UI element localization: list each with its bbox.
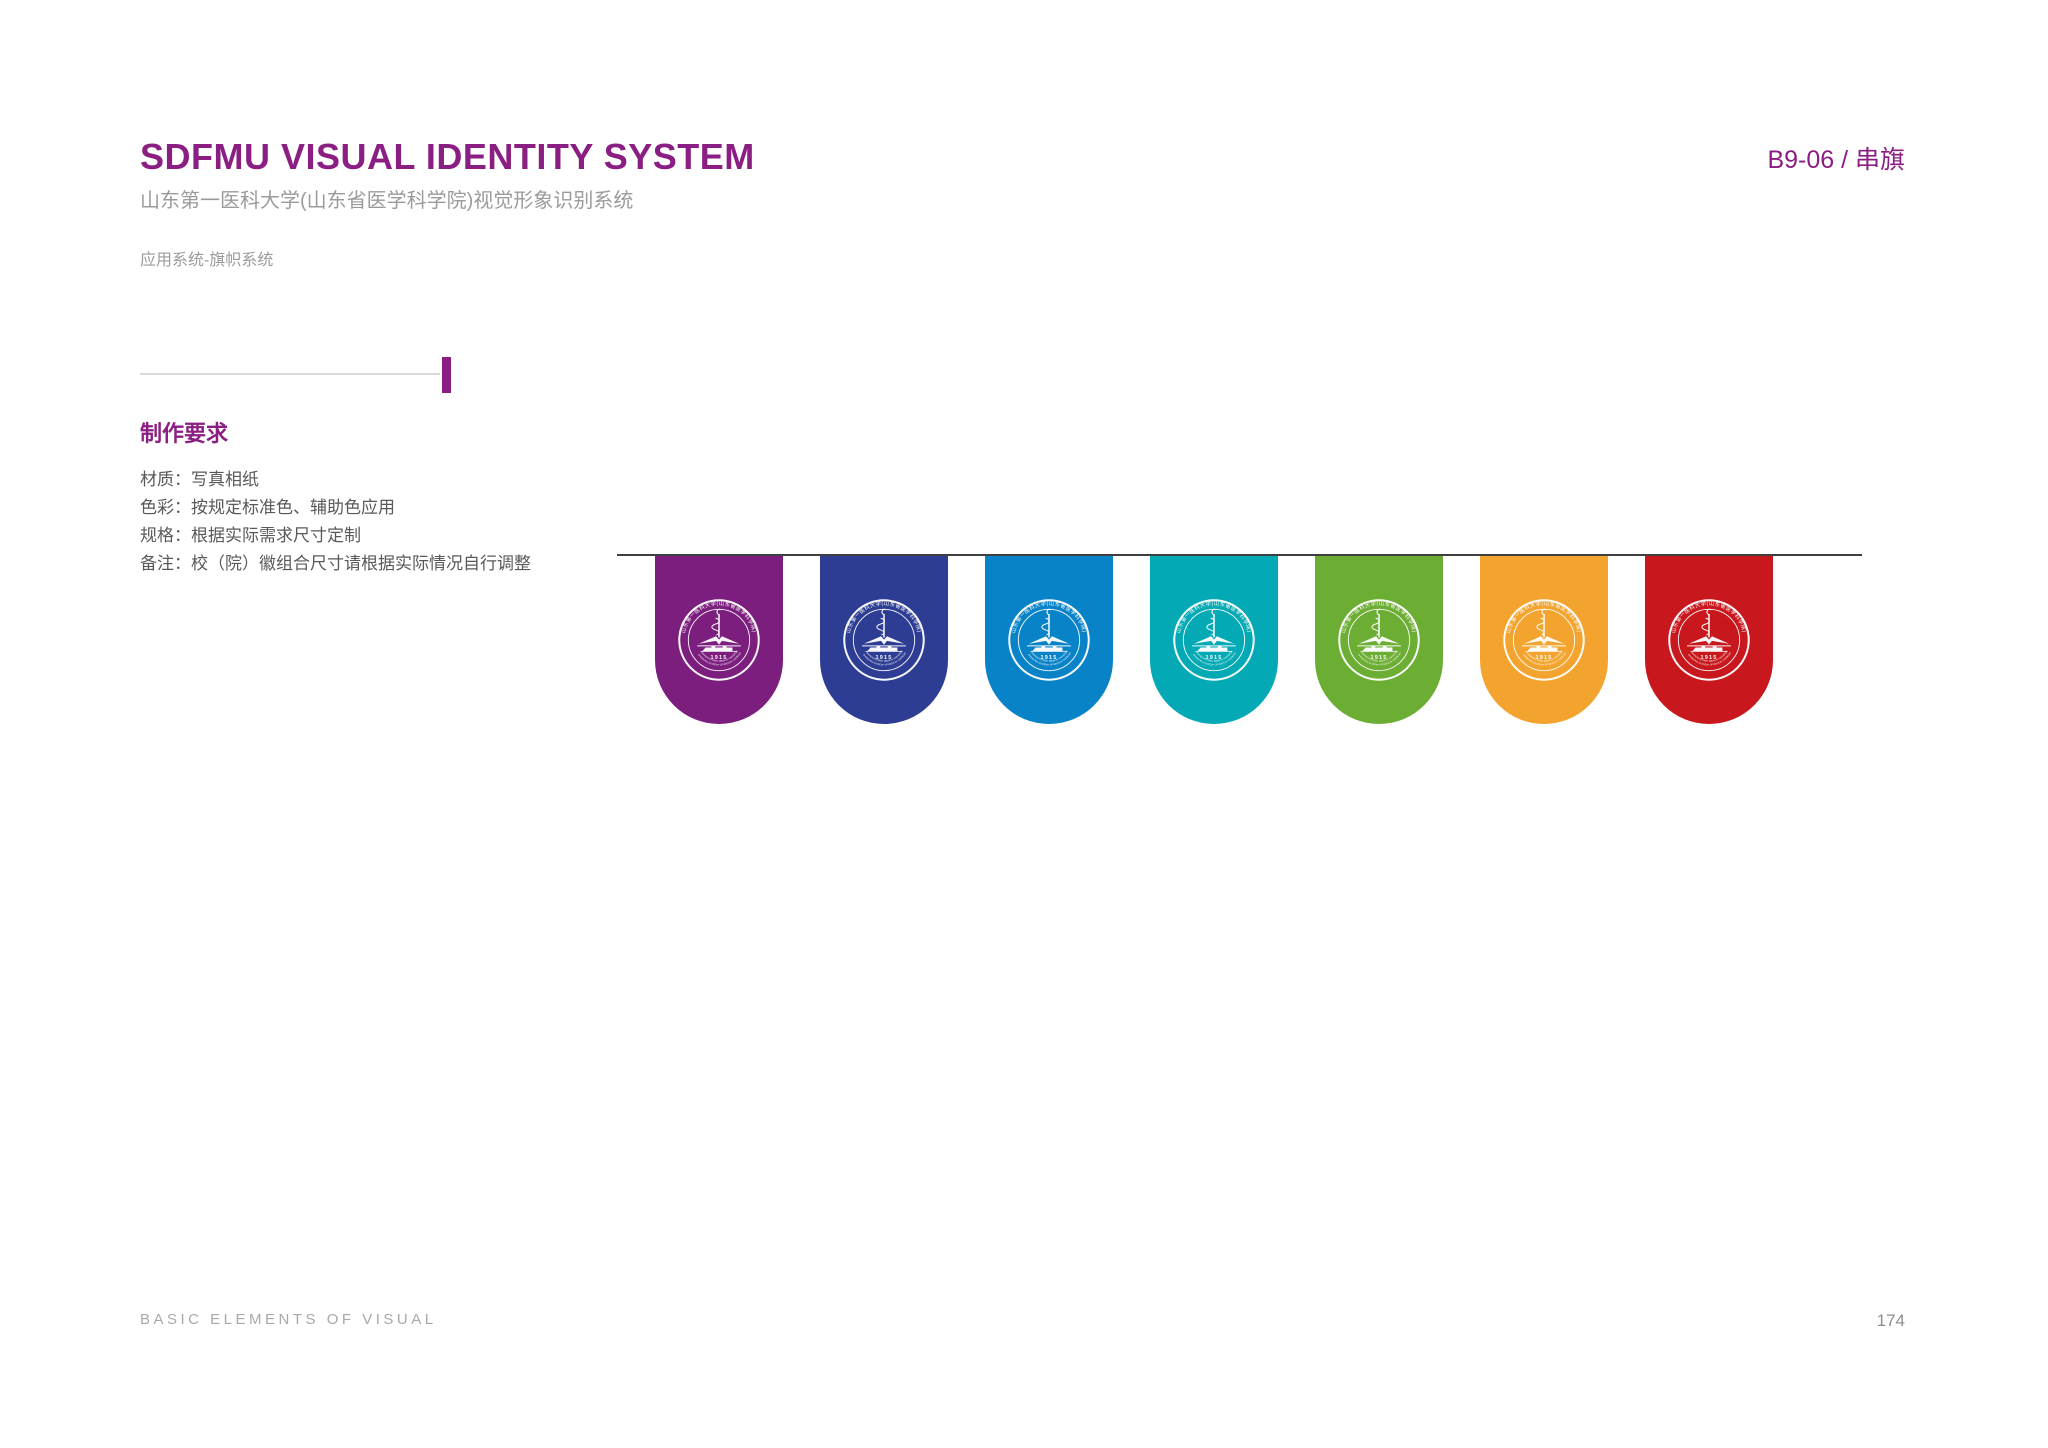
university-seal-icon: 山东第一医科大学(山东省医学科学院) 1915 SHANDONG FIRST M… — [842, 598, 925, 681]
university-seal-icon: 山东第一医科大学(山东省医学科学院) 1915 SHANDONG FIRST M… — [1502, 598, 1585, 681]
pennant-flag-teal: 山东第一医科大学(山东省医学科学院) 1915 SHANDONG FIRST M… — [1150, 556, 1278, 724]
pennant-flag-green: 山东第一医科大学(山东省医学科学院) 1915 SHANDONG FIRST M… — [1315, 556, 1443, 724]
svg-text:1915: 1915 — [1535, 655, 1552, 661]
page-number: 174 — [1876, 1311, 1905, 1330]
university-seal-icon: 山东第一医科大学(山东省医学科学院) 1915 SHANDONG FIRST M… — [1667, 598, 1750, 681]
footer-caption: BASIC ELEMENTS OF VISUAL — [140, 1311, 437, 1328]
section-label: 应用系统-旗帜系统 — [140, 252, 274, 269]
svg-text:1915: 1915 — [1370, 655, 1387, 661]
requirements-heading: 制作要求 — [140, 421, 229, 446]
university-seal-icon: 山东第一医科大学(山东省医学科学院) 1915 SHANDONG FIRST M… — [1337, 598, 1420, 681]
page-title: SDFMU VISUAL IDENTITY SYSTEM — [140, 136, 755, 177]
svg-text:1915: 1915 — [875, 655, 892, 661]
divider-line — [140, 373, 440, 375]
requirement-item-color: 色彩：按规定标准色、辅助色应用 — [140, 498, 395, 517]
pennant-flag-orange: 山东第一医科大学(山东省医学科学院) 1915 SHANDONG FIRST M… — [1480, 556, 1608, 724]
pennant-flag-dark-blue: 山东第一医科大学(山东省医学科学院) 1915 SHANDONG FIRST M… — [820, 556, 948, 724]
pennant-flag-red: 山东第一医科大学(山东省医学科学院) 1915 SHANDONG FIRST M… — [1645, 556, 1773, 724]
svg-text:1915: 1915 — [1700, 655, 1717, 661]
flag-string-line — [617, 554, 1862, 556]
university-seal-icon: 山东第一医科大学(山东省医学科学院) 1915 SHANDONG FIRST M… — [1007, 598, 1090, 681]
pennant-flag-purple: 山东第一医科大学(山东省医学科学院) 1915 SHANDONG FIRST M… — [655, 556, 783, 724]
requirement-item-material: 材质：写真相纸 — [140, 470, 259, 489]
pennant-flag-blue: 山东第一医科大学(山东省医学科学院) 1915 SHANDONG FIRST M… — [985, 556, 1113, 724]
page-subtitle: 山东第一医科大学(山东省医学科学院)视觉形象识别系统 — [140, 190, 634, 212]
requirements-list: 材质：写真相纸 色彩：按规定标准色、辅助色应用 规格：根据实际需求尺寸定制 备注… — [140, 466, 531, 578]
svg-text:1915: 1915 — [1040, 655, 1057, 661]
university-seal-icon: 山东第一医科大学(山东省医学科学院) 1915 SHANDONG FIRST M… — [677, 598, 760, 681]
svg-text:1915: 1915 — [710, 655, 727, 661]
page-code: B9-06 / 串旗 — [1767, 146, 1905, 174]
requirement-item-note: 备注：校（院）徽组合尺寸请根据实际情况自行调整 — [140, 554, 531, 573]
university-seal-icon: 山东第一医科大学(山东省医学科学院) 1915 SHANDONG FIRST M… — [1172, 598, 1255, 681]
svg-text:1915: 1915 — [1205, 655, 1222, 661]
requirement-item-size: 规格：根据实际需求尺寸定制 — [140, 526, 361, 545]
divider-accent-bar — [442, 357, 451, 393]
